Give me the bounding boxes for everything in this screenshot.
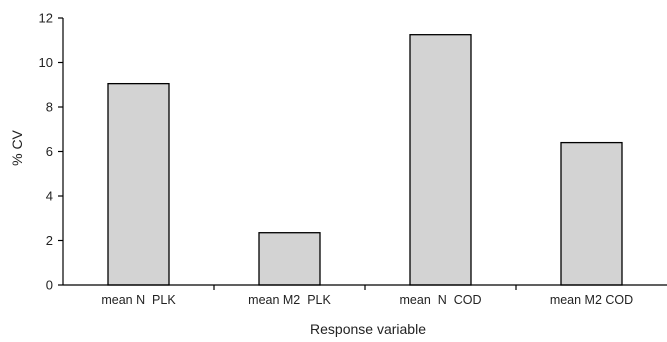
x-category-label: mean M2 COD	[550, 293, 633, 307]
y-tick-label: 6	[46, 144, 53, 159]
y-tick-label: 4	[46, 189, 53, 204]
y-tick-label: 8	[46, 100, 53, 115]
labels: 0 2 4 6 8 10 12 mean N PLK mean M2 PLK mean N COD…	[39, 11, 634, 308]
bar-2	[258, 232, 321, 286]
bar-3	[409, 34, 472, 286]
x-category-label: mean N PLK	[101, 293, 176, 307]
y-tick-label: 0	[46, 278, 53, 293]
y-tick-label: 2	[46, 233, 53, 248]
x-category-label: mean M2 PLK	[248, 293, 331, 307]
bar-4	[560, 141, 623, 286]
y-axis-title: % CV	[9, 129, 25, 165]
x-category-label: mean N COD	[400, 293, 482, 307]
axes	[58, 17, 667, 290]
y-tick-label: 10	[39, 55, 53, 70]
bars	[107, 34, 623, 286]
bar-1	[107, 82, 170, 286]
x-axis-title: Response variable	[310, 321, 426, 337]
y-tick-label: 12	[39, 11, 53, 26]
